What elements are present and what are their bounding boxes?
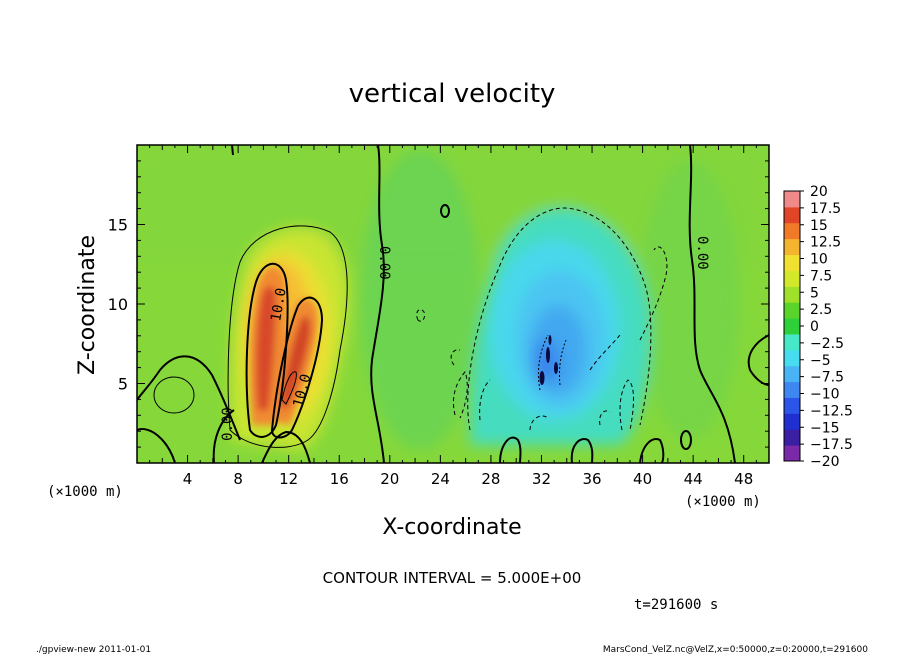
colorbar-swatch — [784, 318, 800, 335]
colorbar-label: 12.5 — [810, 235, 841, 251]
contour-label: 10.0 — [268, 287, 290, 323]
colorbar-label: −17.5 — [810, 437, 853, 453]
x-tick-label: 48 — [734, 470, 753, 488]
x-unit-label: (×1000 m) — [685, 494, 761, 510]
x-tick-label: 36 — [582, 470, 601, 488]
colorbar-label: −7.5 — [810, 370, 844, 386]
x-axis-title: X-coordinate — [382, 515, 521, 540]
contour-interval-text: CONTOUR INTERVAL = 5.000E+00 — [323, 569, 582, 587]
x-tick-label: 40 — [633, 470, 652, 488]
colorbar-swatch — [784, 381, 800, 398]
colorbar-swatch — [784, 302, 800, 319]
colorbar-label: −12.5 — [810, 403, 853, 419]
colorbar-swatch — [784, 270, 800, 287]
x-tick-label: 12 — [279, 470, 298, 488]
colorbar-swatch — [784, 445, 800, 462]
x-tick-label: 20 — [380, 470, 399, 488]
colorbar-label: −20 — [810, 454, 840, 470]
x-tick-label: 16 — [330, 470, 349, 488]
y-tick-label: 5 — [118, 375, 128, 394]
contour-label: 0.00 — [694, 236, 710, 270]
y-tick-label: 15 — [108, 216, 128, 235]
colorbar-swatch — [784, 238, 800, 256]
contour-label: 0.00 — [376, 246, 392, 280]
colorbar-swatch — [784, 397, 800, 414]
contour-label: 0.00 — [220, 407, 236, 441]
x-tick-label: 24 — [431, 470, 450, 488]
colorbar-swatch — [784, 333, 800, 351]
colorbar-label: −2.5 — [810, 336, 844, 352]
x-tick-label: 8 — [233, 470, 243, 488]
colorbar-label: 17.5 — [810, 201, 841, 217]
colorbar-swatch — [784, 222, 800, 240]
colorbar-label: −15 — [810, 420, 840, 436]
colorbar-label: −10 — [810, 387, 840, 403]
x-tick-label: 4 — [183, 470, 193, 488]
colorbar-label: 10 — [810, 252, 828, 268]
y-axis: 5 10 15 — [108, 160, 769, 448]
colorbar-label: 5 — [810, 285, 819, 301]
colorbar-swatch — [784, 286, 800, 303]
colorbar-swatch — [784, 413, 800, 430]
colorbar-swatch — [784, 206, 800, 224]
x-tick-label: 44 — [684, 470, 703, 488]
colorbar-swatch — [784, 365, 800, 383]
colorbar-swatch — [784, 254, 800, 271]
heatmap-field: 10.0 10.0 0.00 0.00 0.00 — [137, 145, 769, 463]
colorbar: 2017.51512.5107.552.50−2.5−5−7.5−10−12.5… — [783, 184, 853, 470]
x-tick-label: 28 — [481, 470, 500, 488]
colorbar-label: 2.5 — [810, 302, 832, 318]
colorbar-swatch — [784, 191, 800, 208]
colorbar-label: 20 — [810, 184, 828, 200]
colorbar-label: 7.5 — [810, 268, 832, 284]
x-tick-label: 32 — [532, 470, 551, 488]
y-unit-label: (×1000 m) — [47, 484, 123, 500]
chart-title: vertical velocity — [349, 79, 556, 109]
footer-left: ./gpview-new 2011-01-01 — [36, 645, 151, 654]
colorbar-label: 0 — [810, 319, 819, 335]
colorbar-label: −5 — [810, 353, 831, 369]
y-axis-title: Z-coordinate — [75, 235, 100, 375]
colorbar-label: 15 — [810, 218, 828, 234]
time-label: t=291600 s — [634, 597, 718, 613]
footer-right: MarsCond_VelZ.nc@VelZ,x=0:50000,z=0:2000… — [603, 645, 868, 654]
colorbar-swatch — [784, 429, 800, 446]
y-tick-label: 10 — [108, 295, 128, 314]
x-axis: 4 8 12 16 20 24 28 32 36 40 44 48 — [149, 145, 757, 488]
colorbar-swatch — [784, 349, 800, 367]
